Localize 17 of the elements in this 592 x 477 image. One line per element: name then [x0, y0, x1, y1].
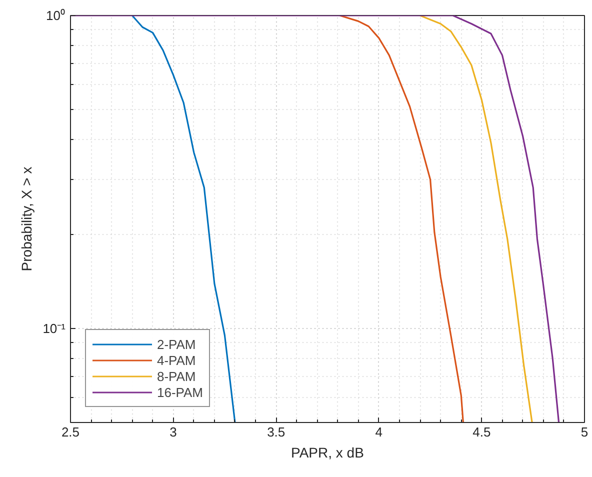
y-axis-title: Probability, X > x [18, 166, 35, 272]
line-series [339, 16, 464, 422]
x-tick-label: 3.5 [267, 424, 286, 440]
legend-label: 16-PAM [157, 384, 203, 400]
x-tick-label: 3 [170, 424, 177, 440]
y-tick-label: 10⁻¹ [42, 320, 66, 336]
x-tick-label: 5 [580, 424, 588, 440]
x-tick-label: 2.5 [61, 424, 80, 440]
line-series [131, 16, 236, 422]
legend-label: 4-PAM [157, 352, 196, 368]
x-axis-title: PAPR, x dB [291, 444, 364, 460]
legend-label: 2-PAM [157, 336, 196, 352]
x-tick-label: 4.5 [472, 424, 491, 440]
legend-label: 8-PAM [157, 368, 196, 384]
line-series [419, 16, 533, 422]
y-tick-label: 10⁰ [46, 8, 66, 23]
x-tick-label: 4 [375, 424, 383, 440]
